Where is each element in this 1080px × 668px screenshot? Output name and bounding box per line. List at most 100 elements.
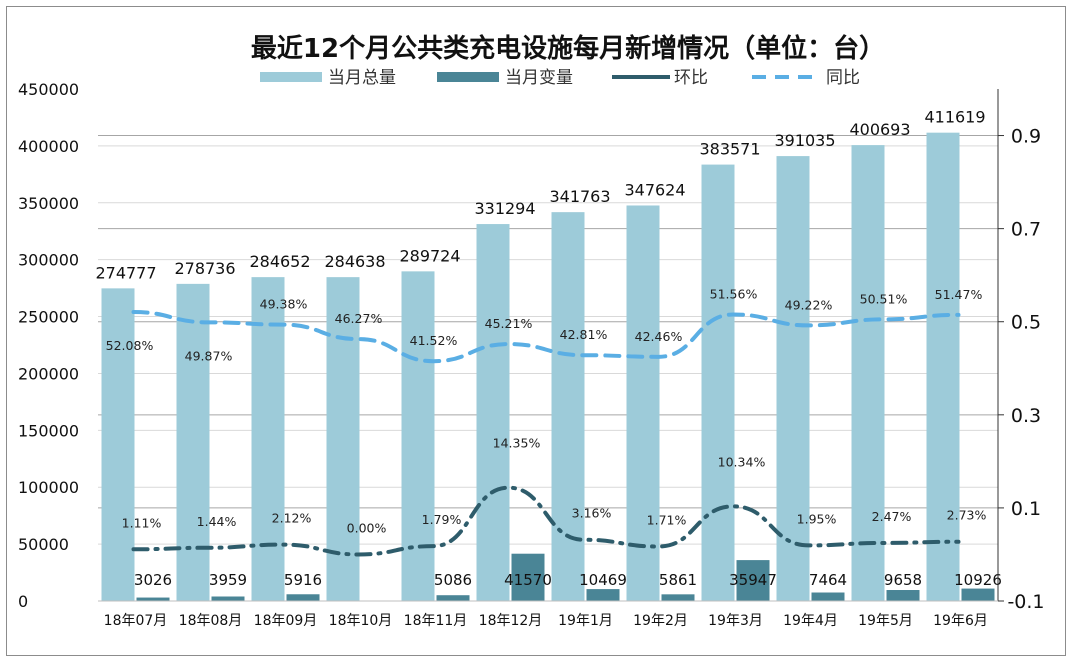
y-left-tick-label: 300000 xyxy=(18,251,79,270)
legend-label: 环比 xyxy=(674,68,708,88)
y-right-tick-label: 0.5 xyxy=(1011,312,1041,334)
yoy-label: 49.38% xyxy=(260,297,308,312)
x-tick-label: 18年09月 xyxy=(254,613,318,629)
bar-total xyxy=(401,271,435,601)
y-left-tick-label: 350000 xyxy=(18,194,79,213)
legend-label: 同比 xyxy=(826,68,860,88)
y-left-tick-label: 250000 xyxy=(18,308,79,327)
x-tick-label: 19年1月 xyxy=(558,613,613,629)
legend-label: 当月变量 xyxy=(505,68,573,88)
legend-swatch xyxy=(437,72,499,82)
yoy-label: 49.22% xyxy=(785,297,833,312)
yoy-label: 42.46% xyxy=(635,329,683,344)
y-left-tick-label: 150000 xyxy=(18,421,79,440)
mom-label: 1.44% xyxy=(197,514,237,529)
x-tick-label: 19年5月 xyxy=(858,613,913,629)
bar-change xyxy=(436,595,470,601)
bar-change-label: 5916 xyxy=(284,571,322,589)
line-yoy xyxy=(131,310,961,364)
bar-change-label: 5861 xyxy=(659,571,697,589)
y-right-tick-label: 0.1 xyxy=(1011,498,1041,520)
bar-total xyxy=(701,164,735,602)
bar-change xyxy=(286,594,320,601)
yoy-label: 49.87% xyxy=(185,348,233,363)
mom-label: 2.47% xyxy=(872,509,912,524)
x-tick-label: 18年11月 xyxy=(404,613,468,629)
mom-label: 0.00% xyxy=(347,520,387,535)
series-total-bars xyxy=(101,132,960,602)
mom-label: 1.79% xyxy=(422,512,462,527)
bar-change-label: 41570 xyxy=(504,571,552,589)
yoy-label: 51.47% xyxy=(935,287,983,302)
y-left-tick-label: 50000 xyxy=(18,535,69,554)
chart-axes: 0 50000 100000 150000 200000 250000 300000 3500… xyxy=(18,80,1045,629)
y-right-tick-label: 0.9 xyxy=(1011,126,1041,148)
bar-change xyxy=(511,553,545,601)
line-mom xyxy=(131,485,961,557)
bar-change-label: 10926 xyxy=(954,571,1002,589)
mom-label: 1.71% xyxy=(647,512,687,527)
bar-change xyxy=(661,594,695,601)
yoy-label: 41.52% xyxy=(410,333,458,348)
bar-change xyxy=(886,590,920,601)
bar-total xyxy=(851,145,885,601)
bar-change-label: 7464 xyxy=(809,571,847,589)
y-left-tick-label: 400000 xyxy=(18,137,79,156)
series-lines xyxy=(131,310,961,557)
x-tick-label: 19年4月 xyxy=(783,613,838,629)
bar-total-label: 383571 xyxy=(699,140,760,159)
yoy-label: 50.51% xyxy=(860,291,908,306)
mom-label: 14.35% xyxy=(493,436,541,451)
bar-total-label: 284638 xyxy=(324,252,385,271)
bar-change-label: 9658 xyxy=(884,571,922,589)
yoy-label: 52.08% xyxy=(106,338,154,353)
yoy-label: 51.56% xyxy=(710,286,758,301)
bar-change xyxy=(736,560,770,601)
bar-total-label: 341763 xyxy=(549,187,610,206)
bar-total-label: 274777 xyxy=(95,263,156,282)
data-labels: 274777 278736 284652 284638 289724 331294 3417… xyxy=(95,108,1001,589)
chart-title: 最近12个月公共类充电设施每月新增情况（单位：台） xyxy=(251,33,885,64)
x-tick-label: 18年10月 xyxy=(329,613,393,629)
bar-total xyxy=(101,288,135,601)
bar-total-label: 347624 xyxy=(624,180,685,199)
bar-total xyxy=(551,212,585,601)
mom-label: 1.95% xyxy=(797,511,837,526)
x-tick-label: 18年08月 xyxy=(179,613,243,629)
chart-legend: 当月总量 当月变量 环比 同比 xyxy=(260,68,860,88)
bar-change-label: 3026 xyxy=(134,571,172,589)
bar-change xyxy=(211,596,245,601)
bar-change-label: 10469 xyxy=(579,571,627,589)
mom-label: 1.11% xyxy=(122,515,162,530)
y-left-tick-label: 450000 xyxy=(18,80,79,99)
x-tick-label: 19年2月 xyxy=(633,613,688,629)
bar-total-label: 391035 xyxy=(774,131,835,150)
y-left-tick-label: 100000 xyxy=(18,478,79,497)
yoy-label: 46.27% xyxy=(335,311,383,326)
bar-change-label: 5086 xyxy=(434,571,472,589)
bar-total-label: 400693 xyxy=(849,120,910,139)
bar-total-label: 411619 xyxy=(924,108,985,127)
bar-total xyxy=(926,132,960,601)
bar-total xyxy=(176,283,210,601)
bar-change-label: 35947 xyxy=(729,571,777,589)
bar-change xyxy=(811,592,845,601)
bar-total xyxy=(626,205,660,601)
x-tick-label: 19年6月 xyxy=(933,613,988,629)
bar-change xyxy=(136,597,170,601)
x-tick-label: 18年12月 xyxy=(479,613,543,629)
bar-total-label: 289724 xyxy=(399,246,460,265)
legend-swatch xyxy=(260,72,322,82)
bar-change-label: 3959 xyxy=(209,571,247,589)
bar-total-label: 284652 xyxy=(249,252,310,271)
bar-total xyxy=(326,277,360,601)
y-right-tick-label: -0.1 xyxy=(1007,591,1044,613)
yoy-label: 42.81% xyxy=(560,327,608,342)
bar-total xyxy=(251,277,285,601)
y-left-tick-label: 200000 xyxy=(18,364,79,383)
legend-label: 当月总量 xyxy=(328,68,396,88)
bar-total-label: 278736 xyxy=(174,259,235,278)
mom-label: 10.34% xyxy=(718,454,766,469)
bar-total xyxy=(476,224,510,602)
